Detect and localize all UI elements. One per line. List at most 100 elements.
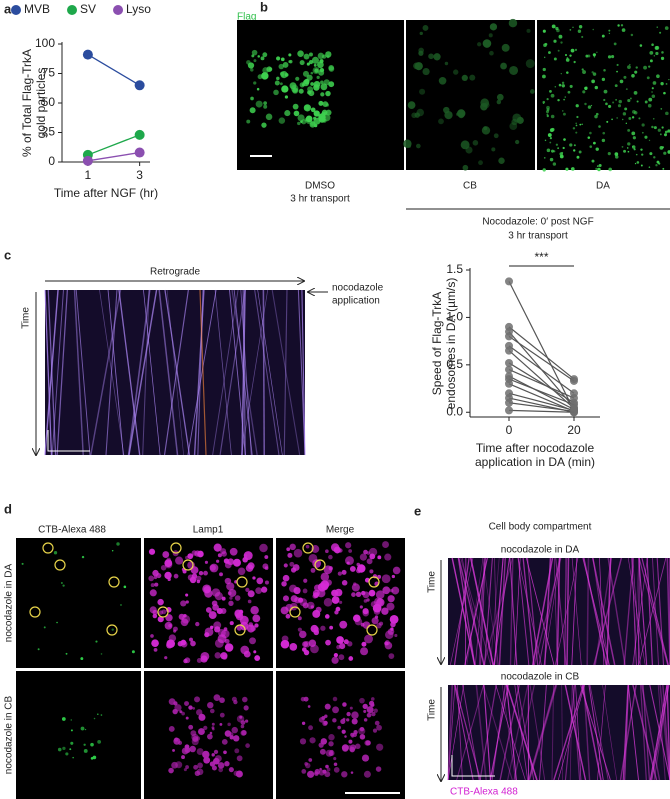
particle: [314, 771, 319, 776]
particle: [614, 84, 618, 88]
kymograph-track: [529, 684, 546, 781]
particle: [211, 588, 221, 597]
particle: [190, 640, 196, 647]
particle: [188, 705, 193, 710]
particle: [328, 734, 335, 741]
particle: [496, 99, 502, 105]
data-point: [570, 376, 578, 385]
particle: [229, 735, 234, 740]
particle: [552, 162, 557, 166]
legend-marker: [11, 5, 21, 15]
particle: [187, 561, 196, 570]
data-point: [570, 400, 578, 409]
particle: [334, 588, 343, 597]
particle: [233, 558, 241, 567]
particle: [617, 104, 622, 108]
particle: [292, 103, 299, 110]
particle: [651, 125, 654, 129]
particle: [376, 743, 384, 751]
particle: [530, 89, 535, 94]
particle: [234, 748, 240, 754]
particle: [299, 60, 305, 66]
particle: [603, 98, 606, 102]
particle: [370, 703, 374, 708]
particle: [627, 150, 630, 153]
particle: [361, 590, 366, 596]
particle: [565, 167, 569, 171]
particle: [196, 709, 203, 716]
micrograph-content: [57, 713, 103, 760]
highlight-circle: [366, 624, 378, 636]
particle: [625, 122, 628, 125]
kymograph-track: [229, 289, 246, 456]
particle: [384, 641, 389, 646]
kymograph-track: [659, 684, 670, 781]
kymograph-track: [544, 557, 552, 666]
caption: DA: [596, 181, 610, 192]
event-label: nocodazole: [332, 283, 384, 294]
kymograph-track: [517, 557, 542, 666]
kymograph-track: [47, 289, 57, 456]
highlight-circle: [236, 576, 248, 588]
particle: [299, 598, 308, 607]
kymograph-track: [553, 684, 585, 781]
particle: [575, 131, 578, 134]
particle: [422, 67, 430, 76]
particle: [323, 565, 333, 575]
particle: [351, 583, 360, 592]
particle: [589, 131, 592, 135]
particle: [326, 55, 330, 59]
particle: [649, 152, 653, 156]
particle: [308, 554, 318, 563]
kymograph-track: [128, 289, 158, 456]
series-line: [87, 134, 140, 156]
particle: [323, 720, 328, 726]
particle: [219, 572, 223, 577]
particle: [509, 65, 519, 75]
kymograph-track: [557, 684, 585, 781]
kymograph-track: [507, 684, 529, 781]
particle: [640, 164, 643, 167]
x-axis-label: Time after nocodazole: [476, 441, 595, 455]
particle: [217, 762, 225, 769]
particle: [233, 770, 240, 777]
kymograph-track: [470, 557, 494, 666]
highlight-circle: [157, 606, 169, 618]
pair-line: [508, 281, 575, 411]
particle: [377, 555, 382, 560]
y-tick-label: 75: [42, 66, 56, 80]
particle: [569, 29, 572, 31]
particle: [624, 107, 628, 111]
particle: [196, 579, 201, 584]
particle: [320, 80, 324, 85]
y-tick-label: 100: [35, 36, 55, 50]
particle: [228, 588, 237, 597]
kymograph-track: [638, 557, 667, 666]
particle: [153, 575, 158, 580]
particle: [221, 738, 228, 745]
kymograph-track: [143, 289, 161, 456]
particle: [542, 29, 546, 33]
particle: [598, 125, 601, 128]
particle: [577, 29, 582, 33]
particle: [569, 84, 573, 88]
particle: [376, 724, 382, 731]
particle: [320, 625, 326, 631]
particle: [57, 747, 62, 752]
particle: [317, 52, 325, 60]
particle: [90, 757, 94, 760]
particle: [578, 150, 582, 154]
column-label: CTB-Alexa 488: [38, 525, 106, 536]
particle: [251, 49, 258, 56]
particle: [663, 91, 666, 95]
particle: [496, 93, 504, 101]
particle: [635, 66, 638, 69]
particle: [218, 767, 224, 773]
particle: [608, 104, 612, 108]
particle: [554, 86, 557, 88]
particle: [310, 107, 316, 113]
particle: [632, 145, 634, 148]
particle: [213, 543, 222, 552]
particle: [263, 101, 267, 105]
particle: [305, 762, 311, 769]
